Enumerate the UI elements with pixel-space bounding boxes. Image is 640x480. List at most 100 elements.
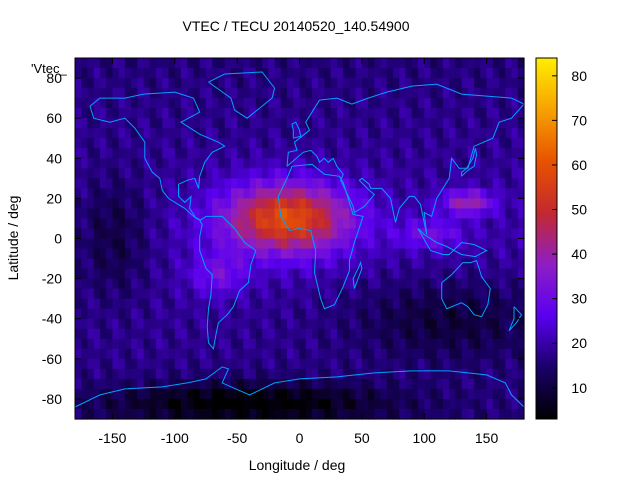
heatmap-cell	[75, 298, 82, 310]
heatmap-cell	[162, 228, 170, 240]
heatmap-cell	[343, 328, 350, 340]
heatmap-cell	[106, 68, 114, 79]
heatmap-cell	[474, 118, 481, 129]
heatmap-cell	[181, 248, 188, 260]
heatmap-cell	[436, 138, 444, 149]
heatmap-cell	[336, 128, 344, 139]
heatmap-cell	[124, 148, 132, 159]
heatmap-cell	[237, 138, 244, 149]
heatmap-cell	[474, 128, 481, 139]
heatmap-cell	[299, 288, 307, 300]
heatmap-cell	[355, 358, 363, 370]
heatmap-cell	[255, 238, 263, 250]
heatmap-cell	[255, 248, 263, 260]
heatmap-cell	[168, 208, 176, 220]
heatmap-cell	[262, 258, 269, 270]
heatmap-cell	[349, 58, 357, 69]
heatmap-cell	[249, 248, 257, 260]
heatmap-cell	[262, 298, 269, 310]
heatmap-cell	[399, 328, 407, 340]
heatmap-cell	[368, 318, 375, 330]
heatmap-cell	[368, 388, 375, 400]
heatmap-cell	[106, 138, 114, 149]
heatmap-cell	[361, 348, 369, 360]
heatmap-cell	[274, 158, 282, 169]
heatmap-cell	[349, 108, 357, 119]
heatmap-cell	[224, 338, 232, 350]
heatmap-cell	[162, 318, 170, 330]
heatmap-cell	[411, 238, 419, 250]
heatmap-cell	[393, 378, 400, 390]
heatmap-cell	[218, 408, 226, 420]
heatmap-cell	[461, 338, 469, 350]
heatmap-cell	[318, 158, 326, 169]
heatmap-cell	[224, 298, 232, 310]
heatmap-cell	[474, 158, 481, 169]
heatmap-cell	[181, 188, 188, 199]
heatmap-cell	[436, 128, 444, 139]
heatmap-cell	[237, 58, 244, 69]
heatmap-cell	[187, 108, 195, 119]
heatmap-cell	[205, 378, 213, 390]
heatmap-cell	[237, 158, 244, 169]
heatmap-cell	[368, 248, 375, 260]
colorbar-tick-label: 10	[571, 380, 587, 396]
heatmap-cell	[486, 358, 494, 370]
heatmap-cell	[368, 238, 375, 250]
heatmap-cell	[480, 218, 488, 230]
heatmap-cell	[467, 148, 475, 159]
heatmap-cell	[442, 388, 450, 400]
heatmap-cell	[106, 288, 114, 300]
heatmap-cell	[131, 88, 138, 99]
heatmap-cell	[93, 358, 101, 370]
heatmap-cell	[280, 238, 288, 250]
heatmap-cell	[330, 258, 338, 270]
heatmap-cell	[486, 208, 494, 220]
heatmap-cell	[199, 398, 207, 410]
heatmap-cell	[162, 378, 170, 390]
heatmap-cell	[137, 198, 145, 210]
heatmap-cell	[280, 158, 288, 169]
heatmap-cell	[368, 298, 375, 310]
heatmap-cell	[424, 78, 432, 89]
heatmap-cell	[224, 108, 232, 119]
heatmap-cell	[162, 408, 170, 420]
heatmap-cell	[249, 238, 257, 250]
heatmap-cell	[299, 138, 307, 149]
heatmap-cell	[237, 328, 244, 340]
heatmap-cell	[224, 188, 232, 199]
heatmap-cell	[449, 308, 457, 320]
heatmap-cell	[112, 338, 120, 350]
heatmap-cell	[492, 378, 500, 390]
heatmap-cell	[156, 198, 163, 210]
heatmap-cell	[218, 138, 226, 149]
heatmap-cell	[193, 238, 201, 250]
heatmap-cell	[386, 128, 394, 139]
heatmap-cell	[174, 158, 182, 169]
heatmap-cell	[411, 148, 419, 159]
heatmap-cell	[156, 108, 163, 119]
heatmap-cell	[517, 368, 525, 380]
heatmap-cell	[430, 238, 438, 250]
heatmap-cell	[168, 118, 176, 129]
heatmap-cell	[442, 308, 450, 320]
heatmap-cell	[199, 118, 207, 129]
heatmap-cell	[124, 298, 132, 310]
heatmap-cell	[505, 198, 513, 210]
heatmap-cell	[293, 128, 301, 139]
heatmap-cell	[474, 188, 481, 199]
heatmap-cell	[274, 188, 282, 199]
heatmap-cell	[324, 308, 332, 320]
heatmap-cell	[386, 118, 394, 129]
heatmap-cell	[430, 268, 438, 280]
heatmap-cell	[224, 118, 232, 129]
heatmap-cell	[343, 208, 350, 220]
heatmap-cell	[93, 218, 101, 230]
heatmap-cell	[268, 208, 276, 220]
heatmap-cell	[486, 248, 494, 260]
heatmap-cell	[112, 388, 120, 400]
heatmap-cell	[99, 158, 107, 169]
heatmap-cell	[124, 308, 132, 320]
heatmap-cell	[499, 278, 506, 290]
heatmap-cell	[274, 78, 282, 89]
